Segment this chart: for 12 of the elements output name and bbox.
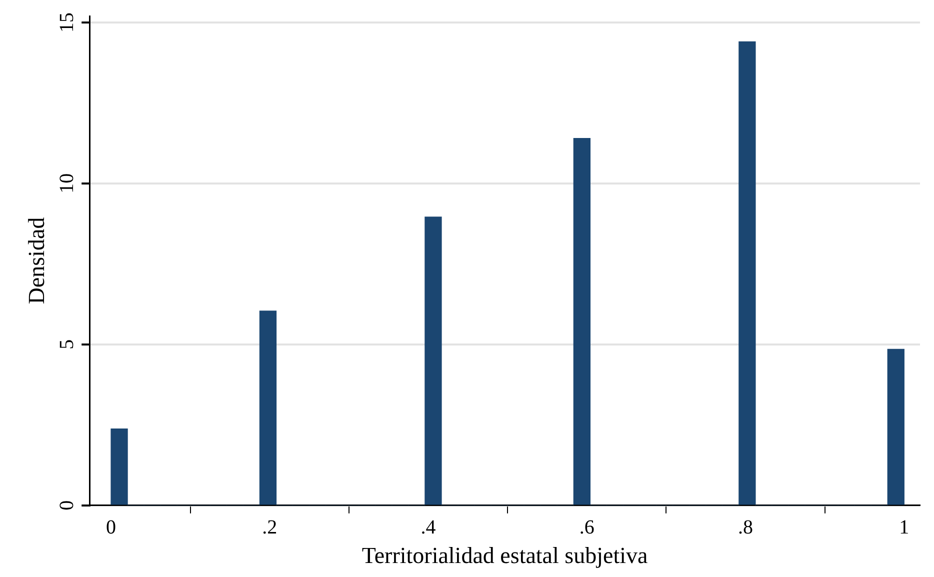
y-tick-label: 15	[56, 12, 78, 32]
x-tick-label: .6	[579, 516, 594, 539]
x-tick-label: 0	[106, 516, 116, 539]
x-tick-label: .4	[420, 516, 436, 539]
y-tick-label: 0	[56, 500, 78, 510]
y-tick-label: 5	[56, 339, 78, 350]
y-axis-title: Densidad	[24, 216, 49, 304]
x-axis-title: Territorialidad estatal subjetiva	[362, 543, 648, 568]
x-tick-label: 1	[899, 516, 910, 539]
x-tick-label: .2	[262, 516, 278, 539]
y-tick-label: 10	[56, 173, 78, 194]
x-tick-label: .8	[738, 516, 754, 539]
